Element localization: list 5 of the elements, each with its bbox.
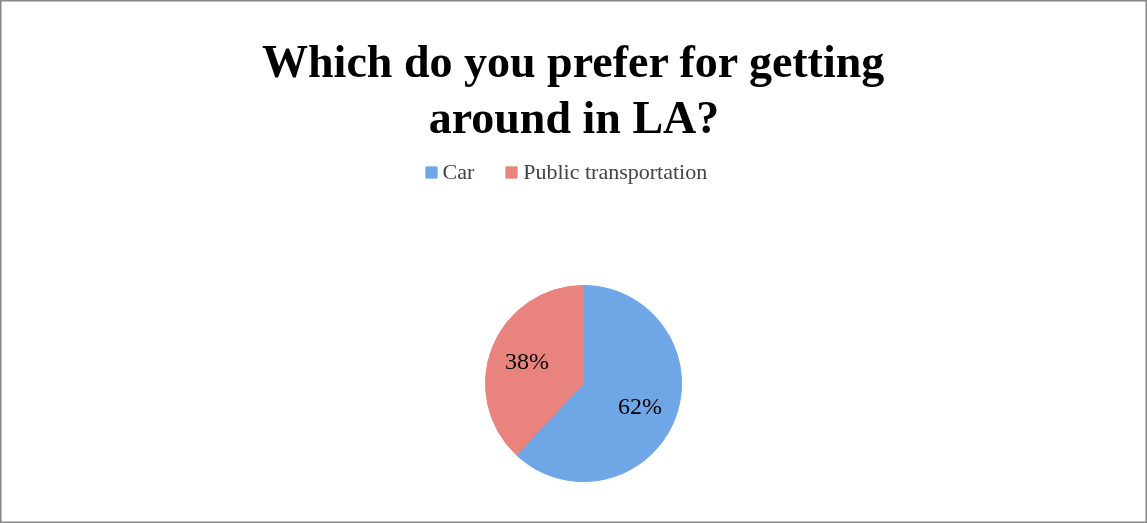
legend-label: Car [442,159,475,185]
legend-label: Public transportation [523,159,708,185]
data-label: 38% [505,348,550,375]
chart-title: Which do you prefer for getting around in LA? [262,35,885,143]
data-label: 62% [618,392,662,419]
